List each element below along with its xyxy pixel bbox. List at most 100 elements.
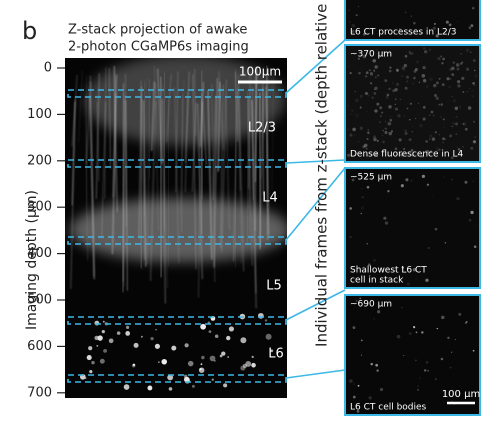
scale-bar-label: 100μm <box>239 65 281 79</box>
speck <box>371 97 373 99</box>
speck <box>389 115 392 118</box>
speck <box>473 59 476 62</box>
cell <box>147 386 152 391</box>
cell <box>141 336 143 338</box>
speck <box>406 50 409 53</box>
speck <box>392 83 393 84</box>
speck <box>361 206 364 209</box>
speck <box>409 138 412 141</box>
speck <box>409 119 411 121</box>
speck <box>412 131 413 132</box>
streak <box>255 67 256 231</box>
speck <box>473 350 475 352</box>
speck <box>419 124 422 127</box>
layer-label: L5 <box>266 279 282 294</box>
speck <box>427 184 429 186</box>
title-line: Z-stack projection of awake <box>68 23 247 38</box>
speck <box>435 228 438 231</box>
speck <box>367 186 370 189</box>
speck <box>435 9 436 10</box>
speck <box>434 94 437 97</box>
speck <box>463 123 465 125</box>
cell <box>88 346 92 350</box>
cell <box>125 331 130 336</box>
speck <box>366 243 367 244</box>
tick-label: 0 <box>44 61 52 76</box>
cell <box>158 361 160 363</box>
speck <box>396 69 399 72</box>
frame-depth: ~370 μm <box>350 50 392 60</box>
cell <box>221 351 225 355</box>
speck <box>362 196 364 198</box>
speck <box>371 20 372 21</box>
tick-label: 100 <box>27 107 52 122</box>
speck <box>469 219 472 222</box>
speck <box>473 141 474 142</box>
speck <box>365 83 366 84</box>
cell <box>103 349 107 353</box>
speck <box>455 133 457 135</box>
speck <box>396 108 398 110</box>
speck <box>355 99 358 102</box>
speck <box>350 72 352 74</box>
cell <box>133 364 135 366</box>
speck <box>361 188 362 189</box>
speck <box>392 127 394 129</box>
speck <box>436 97 439 100</box>
speck <box>457 80 460 83</box>
layer-label: L4 <box>262 191 278 206</box>
speck <box>470 138 471 139</box>
speck <box>452 96 453 97</box>
frame-caption: L6 CT processes in L2/3 <box>350 28 456 38</box>
speck <box>399 138 402 141</box>
cell <box>124 384 130 390</box>
speck <box>445 139 446 140</box>
cell <box>223 383 227 387</box>
speck <box>403 69 406 72</box>
speck <box>440 116 442 118</box>
speck <box>347 105 348 106</box>
tick-label: 700 <box>27 385 52 400</box>
cell <box>150 337 153 340</box>
speck <box>417 389 419 391</box>
speck <box>459 106 460 107</box>
speck <box>470 52 471 53</box>
speck <box>357 115 359 117</box>
speck <box>356 14 358 16</box>
speck <box>456 63 460 67</box>
speck <box>415 118 416 119</box>
speck <box>457 147 458 148</box>
speck <box>354 134 356 136</box>
cell <box>103 321 105 323</box>
speck <box>454 117 455 118</box>
frames <box>345 0 480 415</box>
speck <box>419 82 420 83</box>
speck <box>349 236 351 238</box>
speck <box>373 92 376 95</box>
speck <box>434 23 436 25</box>
cell <box>89 370 92 373</box>
speck <box>358 141 360 143</box>
speck <box>370 72 373 75</box>
speck <box>409 51 412 54</box>
speck <box>443 121 446 124</box>
speck <box>381 112 383 114</box>
tick-label: 300 <box>27 200 52 215</box>
cell <box>240 366 245 371</box>
cell <box>134 343 139 348</box>
speck <box>385 221 388 224</box>
speck <box>358 72 361 75</box>
speck <box>389 67 391 69</box>
speck <box>411 54 412 55</box>
speck <box>410 180 412 182</box>
speck <box>431 111 434 114</box>
speck <box>394 88 397 91</box>
speck <box>407 283 410 286</box>
speck <box>441 62 443 64</box>
tick-label: 400 <box>27 246 52 261</box>
speck <box>396 83 399 86</box>
speck <box>451 352 452 353</box>
speck <box>426 361 429 364</box>
